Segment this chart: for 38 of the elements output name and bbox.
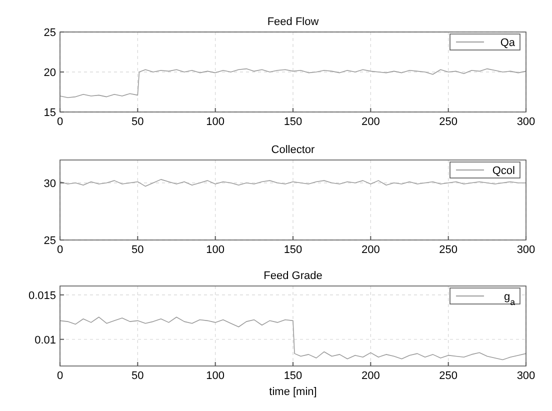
y-tick-label: 25 [44,235,56,247]
y-tick-label: 0.01 [34,334,56,346]
y-tick-label: 0.015 [28,290,56,302]
x-tick-label: 300 [516,116,536,128]
chart-title: Feed Grade [264,270,322,282]
legend-label: Qcol [492,165,515,177]
x-tick-label: 0 [56,116,64,128]
x-tick-label: 100 [206,370,225,382]
x-tick-label: 50 [132,370,144,382]
chart-title: Feed Flow [267,16,319,28]
line-series [60,316,526,360]
y-tick-label: 25 [44,27,56,39]
x-tick-label: 50 [132,244,144,256]
x-axis-title: time [min] [269,386,317,398]
x-tick-label: 150 [284,370,302,382]
x-tick-label: 50 [132,116,144,128]
x-tick-label: 0 [56,370,64,382]
x-tick-label: 200 [361,244,380,256]
x-tick-label: 0 [56,244,64,256]
line-series [60,179,526,187]
x-tick-label: 150 [284,116,302,128]
x-tick-label: 200 [361,116,380,128]
x-tick-label: 250 [439,116,458,128]
x-tick-label: 250 [439,244,458,256]
x-tick-label: 100 [206,244,225,256]
x-tick-label: 300 [516,370,536,382]
x-tick-label: 250 [439,370,458,382]
x-tick-label: 300 [516,244,536,256]
legend-label: Qa [500,37,516,49]
x-tick-label: 200 [361,370,380,382]
x-tick-label: 150 [284,244,302,256]
line-series [60,68,526,98]
y-tick-label: 30 [44,178,56,190]
legend-label: g$_{a}$ [504,291,516,307]
x-tick-label: 100 [206,116,225,128]
y-tick-label: 15 [44,107,56,119]
chart-title: Collector [271,144,316,156]
y-tick-label: 20 [44,67,56,79]
